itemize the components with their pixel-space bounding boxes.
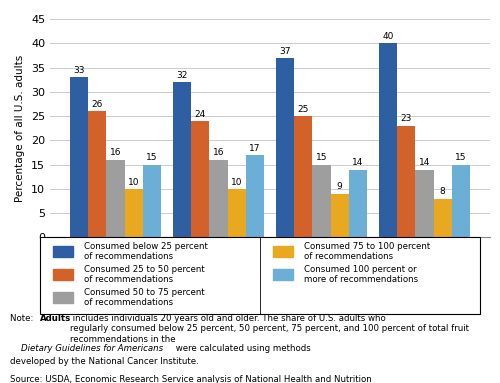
Text: includes individuals 20 years old and older. The share of U.S. adults who
regula: includes individuals 20 years old and ol… — [70, 314, 469, 344]
Text: Note:: Note: — [10, 314, 36, 323]
Bar — [246, 155, 264, 237]
Bar — [379, 43, 398, 237]
Text: 9: 9 — [337, 182, 342, 192]
Text: were calculated using methods: were calculated using methods — [173, 344, 311, 353]
Text: 10: 10 — [128, 178, 140, 187]
Bar — [330, 194, 349, 237]
Bar — [191, 121, 210, 237]
Bar — [124, 189, 142, 237]
Text: Consumed below 25 percent
of recommendations: Consumed below 25 percent of recommendat… — [84, 242, 208, 261]
Text: 32: 32 — [176, 71, 188, 80]
Bar — [53, 246, 73, 257]
Text: 14: 14 — [419, 158, 430, 167]
Bar — [273, 269, 293, 280]
Text: Consumed 75 to 100 percent
of recommendations: Consumed 75 to 100 percent of recommenda… — [304, 242, 430, 261]
Bar — [349, 170, 367, 237]
Text: Consumed 50 to 75 percent
of recommendations: Consumed 50 to 75 percent of recommendat… — [84, 288, 205, 307]
Text: 8: 8 — [440, 187, 446, 196]
Text: 15: 15 — [146, 153, 158, 162]
FancyBboxPatch shape — [40, 237, 480, 314]
Text: 16: 16 — [110, 149, 121, 157]
Text: Consumed 25 to 50 percent
of recommendations: Consumed 25 to 50 percent of recommendat… — [84, 265, 205, 284]
Text: 15: 15 — [316, 153, 328, 162]
Text: 10: 10 — [231, 178, 242, 187]
Text: 14: 14 — [352, 158, 364, 167]
Bar — [53, 269, 73, 280]
Bar — [276, 58, 294, 237]
Bar — [434, 199, 452, 237]
Text: 37: 37 — [280, 47, 291, 56]
Text: 33: 33 — [74, 66, 85, 75]
Bar — [312, 165, 330, 237]
Bar — [294, 116, 312, 237]
Text: 40: 40 — [382, 32, 394, 41]
Text: developed by the National Cancer Institute.: developed by the National Cancer Institu… — [10, 357, 199, 366]
Bar — [273, 246, 293, 257]
Bar — [53, 292, 73, 303]
Bar — [228, 189, 246, 237]
Bar — [173, 82, 191, 237]
Bar — [142, 165, 161, 237]
Text: Adults: Adults — [40, 314, 71, 323]
Text: 17: 17 — [249, 144, 260, 152]
Bar — [70, 77, 88, 237]
Text: 25: 25 — [298, 105, 309, 114]
Text: Consumed 100 percent or
more of recommendations: Consumed 100 percent or more of recommen… — [304, 265, 418, 284]
Text: 23: 23 — [400, 115, 412, 123]
Bar — [398, 126, 415, 237]
Bar — [106, 160, 124, 237]
Text: Dietary Guidelines for Americans: Dietary Guidelines for Americans — [21, 344, 163, 353]
Bar — [210, 160, 228, 237]
Bar — [88, 111, 106, 237]
Text: 16: 16 — [212, 149, 224, 157]
Text: 26: 26 — [92, 100, 103, 109]
Y-axis label: Percentage of all U.S. adults: Percentage of all U.S. adults — [16, 55, 26, 202]
Text: Source: USDA, Economic Research Service analysis of National Health and Nutritio: Source: USDA, Economic Research Service … — [10, 375, 372, 383]
Text: 15: 15 — [455, 153, 466, 162]
Text: 24: 24 — [194, 110, 206, 119]
Bar — [452, 165, 470, 237]
Bar — [416, 170, 434, 237]
